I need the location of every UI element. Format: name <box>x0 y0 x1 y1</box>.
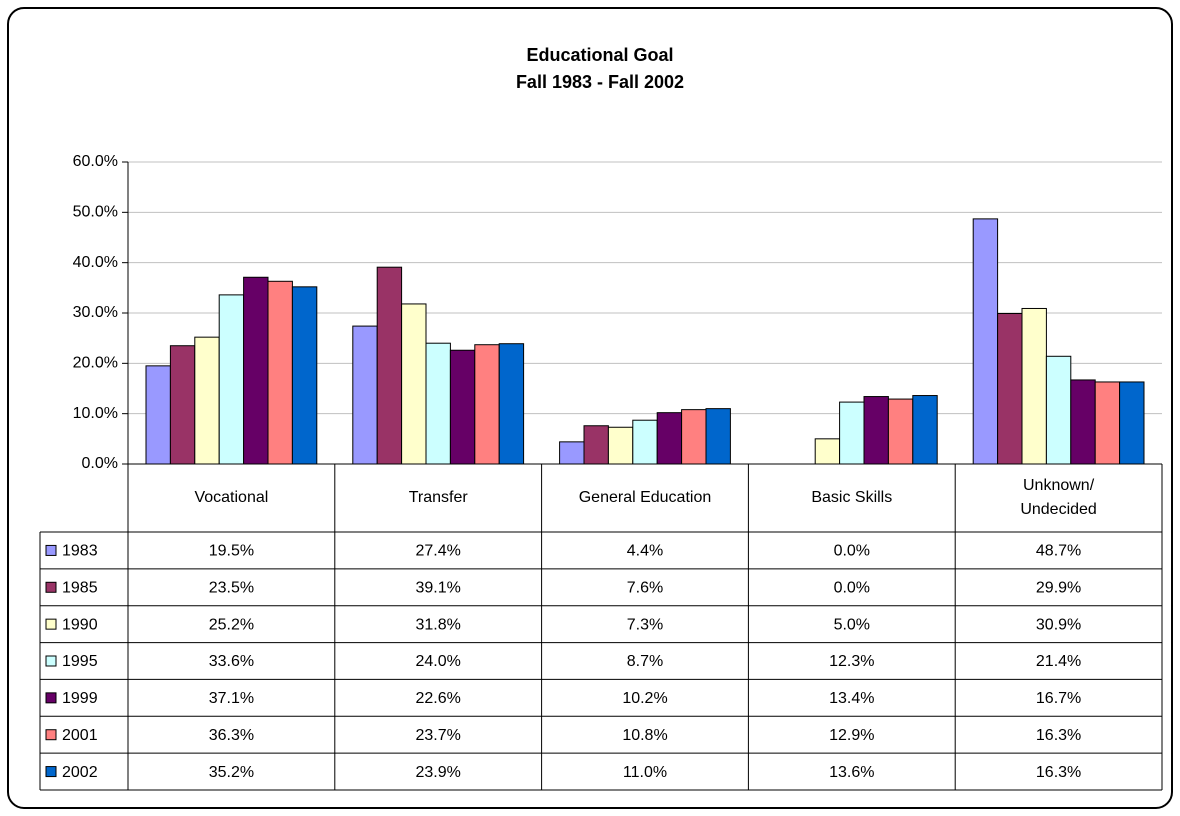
table-value: 16.3% <box>1036 764 1081 781</box>
table-value: 35.2% <box>209 764 254 781</box>
table-value: 33.6% <box>209 653 254 670</box>
table-value: 36.3% <box>209 727 254 744</box>
bar <box>887 398 914 465</box>
category-label: General Education <box>578 489 712 506</box>
y-tick-label: 50.0% <box>73 204 118 221</box>
bar <box>498 343 525 465</box>
bar <box>839 401 865 465</box>
table-value: 10.2% <box>622 690 667 707</box>
table-value: 13.4% <box>829 690 874 707</box>
bar <box>376 266 403 465</box>
table-value: 24.0% <box>416 653 461 670</box>
y-tick-label: 0.0% <box>82 455 118 472</box>
bar <box>1119 381 1145 465</box>
bar <box>1070 379 1096 465</box>
bar <box>352 325 378 465</box>
category-label: Unknown/ Undecided <box>1020 477 1097 518</box>
bar <box>218 294 245 465</box>
table-value: 19.5% <box>209 543 254 560</box>
legend-label: 2002 <box>62 764 98 781</box>
table-value: 21.4% <box>1036 653 1081 670</box>
table-value: 11.0% <box>623 764 667 781</box>
table-value: 7.3% <box>627 616 663 633</box>
table-value: 23.5% <box>209 580 254 597</box>
category-label: Transfer <box>408 489 468 506</box>
table-value: 8.7% <box>627 653 663 670</box>
bar <box>291 286 318 465</box>
bar <box>656 412 683 465</box>
bar <box>912 395 938 465</box>
chart-subtitle: Fall 1983 - Fall 2002 <box>516 72 684 92</box>
legend-swatch <box>45 766 57 778</box>
table-value: 22.6% <box>416 690 461 707</box>
bar <box>607 426 634 465</box>
table-value: 16.7% <box>1036 690 1081 707</box>
category-label: Basic Skills <box>811 489 893 506</box>
legend-label: 1995 <box>62 653 98 670</box>
legend-label: 1999 <box>62 690 98 707</box>
table-value: 5.0% <box>834 616 870 633</box>
table-value: 10.8% <box>622 727 667 744</box>
table-value: 23.7% <box>416 727 461 744</box>
bar <box>863 396 889 465</box>
y-tick-label: 20.0% <box>73 355 118 372</box>
chart-title: Educational Goal <box>526 45 673 65</box>
table-value: 29.9% <box>1036 580 1081 597</box>
legend-label: 1983 <box>62 543 98 560</box>
table-value: 23.9% <box>416 764 461 781</box>
table-value: 7.6% <box>627 580 663 597</box>
table-value: 31.8% <box>416 616 461 633</box>
bar <box>1045 355 1072 465</box>
bar <box>194 336 220 465</box>
legend-swatch <box>45 544 57 556</box>
bar <box>267 280 293 465</box>
legend-swatch <box>45 581 57 593</box>
table-value: 39.1% <box>416 580 461 597</box>
table-value: 12.3% <box>829 653 874 670</box>
legend-label: 2001 <box>62 727 98 744</box>
legend-label: 1990 <box>62 616 98 633</box>
bar <box>681 409 707 465</box>
bar <box>814 438 841 465</box>
legend-swatch <box>45 729 57 741</box>
table-value: 30.9% <box>1036 616 1081 633</box>
y-tick-label: 40.0% <box>73 254 118 271</box>
bar <box>401 303 427 465</box>
bar <box>632 419 658 465</box>
bar <box>169 345 196 465</box>
y-tick-label: 10.0% <box>73 405 118 422</box>
y-tick-label: 60.0% <box>73 153 118 170</box>
bar <box>474 344 500 465</box>
table-value: 25.2% <box>209 616 254 633</box>
y-tick-label: 30.0% <box>73 304 118 321</box>
table-value: 0.0% <box>834 580 870 597</box>
chart-border <box>7 7 1173 809</box>
bar <box>243 276 269 465</box>
legend-label: 1985 <box>62 580 98 597</box>
legend-swatch <box>45 692 57 704</box>
bar <box>972 218 999 465</box>
legend-swatch <box>45 618 57 630</box>
bar <box>1021 307 1047 465</box>
table-value: 12.9% <box>829 727 874 744</box>
bar <box>997 313 1023 465</box>
table-value: 13.6% <box>829 764 874 781</box>
bar <box>145 365 171 465</box>
table-value: 48.7% <box>1036 543 1081 560</box>
bar <box>559 441 585 465</box>
bar <box>583 425 609 465</box>
legend-swatch <box>45 655 57 667</box>
bar <box>449 349 476 465</box>
bar <box>1094 381 1121 465</box>
table-value: 4.4% <box>627 543 663 560</box>
bar <box>425 342 451 465</box>
table-value: 27.4% <box>416 543 461 560</box>
table-value: 0.0% <box>834 543 870 560</box>
category-label: Vocational <box>194 489 269 506</box>
bar <box>705 408 731 465</box>
table-value: 16.3% <box>1036 727 1081 744</box>
table-value: 37.1% <box>209 690 254 707</box>
